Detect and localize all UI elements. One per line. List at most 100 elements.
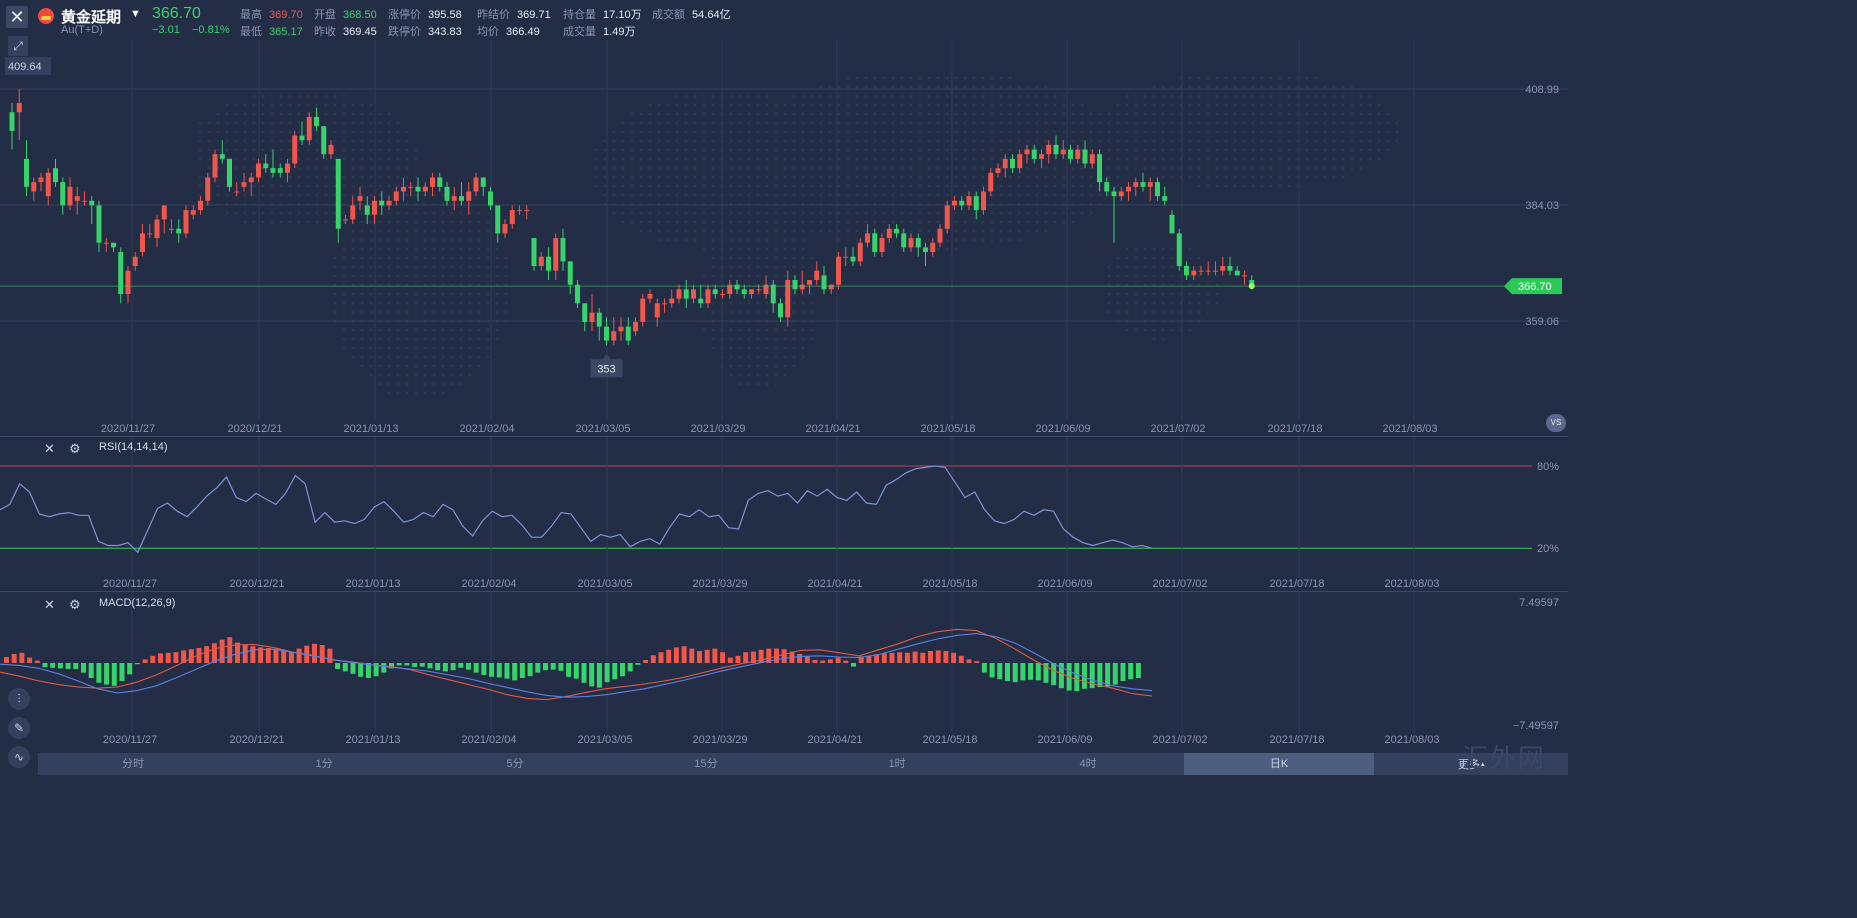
candle-body — [1053, 144, 1059, 155]
macd-bar — [620, 663, 625, 677]
candle-body — [836, 256, 841, 285]
candle-body — [1249, 280, 1255, 285]
timeframe-分时[interactable]: 分时 — [122, 758, 144, 770]
macd-bar — [750, 651, 756, 663]
candle-body — [241, 182, 247, 187]
macd-bar — [335, 663, 341, 669]
macd-bar — [265, 648, 271, 663]
macd-bar — [935, 650, 941, 663]
macd-bar — [766, 648, 772, 663]
macd-bar — [242, 644, 248, 663]
timeframe-1分[interactable]: 1分 — [315, 758, 333, 770]
macd-bar — [96, 663, 102, 683]
macd-bar — [820, 660, 826, 663]
macd-bar — [1058, 663, 1064, 689]
macd-bar — [281, 650, 287, 663]
rsi-lines — [0, 465, 1153, 554]
macd-bar — [412, 663, 418, 668]
date-label: 2021/07/02 — [1150, 423, 1205, 435]
indicator-icon[interactable]: ∿ — [8, 746, 30, 768]
panel-divider[interactable] — [0, 436, 1568, 437]
symbol-dropdown-icon[interactable]: ▼ — [130, 8, 141, 20]
close-rsi-icon[interactable]: ✕ — [44, 441, 55, 456]
timeframe-4时[interactable]: 4时 — [1079, 758, 1097, 770]
price-tick-label: 408.99 — [1525, 84, 1559, 96]
panel-divider[interactable] — [0, 591, 1568, 592]
macd-bar — [81, 663, 86, 673]
macd-bar — [981, 663, 987, 673]
macd-bar — [966, 659, 972, 663]
expand-icon[interactable]: ⤢ — [8, 36, 28, 56]
candle-body — [792, 280, 798, 290]
macd-bar — [435, 663, 441, 671]
macd-bar — [258, 647, 264, 663]
timeframe-5分[interactable]: 5分 — [506, 758, 524, 770]
rsi-panel[interactable]: 80%20% 2020/11/27 2020/12/21 2021/01/13 202… — [0, 437, 1568, 591]
timeframe-15分[interactable]: 15分 — [694, 758, 718, 770]
candle-body — [1075, 149, 1081, 159]
candle-body — [118, 252, 124, 294]
macd-bar — [250, 646, 256, 663]
candle-body — [654, 303, 660, 318]
candle-body — [321, 126, 327, 155]
candle-body — [799, 284, 805, 290]
candlestick-chart[interactable]: 408.99 384.03 359.06 409.64 366.70 353 2020/1… — [0, 40, 1568, 436]
candle-body — [67, 186, 73, 206]
settings-macd-icon[interactable]: ⚙ — [69, 597, 81, 612]
date-label: 2021/01/13 — [345, 734, 400, 746]
candle-body — [169, 228, 174, 230]
macd-bar — [666, 649, 672, 663]
candle-body — [857, 242, 863, 262]
candle-body — [959, 200, 965, 206]
candle-body — [567, 261, 573, 285]
candle-body — [480, 177, 486, 187]
macd-bar — [643, 660, 649, 663]
symbol-name[interactable]: 黄金延期 — [61, 9, 122, 26]
candle-body — [1126, 186, 1131, 192]
macd-bar — [1089, 663, 1095, 689]
candle-body — [437, 177, 443, 187]
macd-bar — [350, 663, 356, 674]
candle-style-icon[interactable]: ⫶ — [8, 688, 30, 710]
candle-body — [698, 298, 704, 304]
macd-bar — [874, 654, 880, 663]
candle-body — [9, 112, 15, 131]
candle-body — [466, 191, 472, 201]
price-tick-label: 384.03 — [1525, 200, 1559, 212]
macd-panel[interactable]: 7.49597 −7.49597 2020/11/27 2020/12/21 2021… — [0, 592, 1568, 752]
macd-bar — [1005, 663, 1010, 681]
macd-bar — [466, 663, 471, 670]
close-macd-icon[interactable]: ✕ — [44, 597, 55, 612]
candle-body — [292, 135, 298, 164]
macd-dea-line — [0, 633, 1153, 698]
macd-bar — [312, 643, 317, 663]
macd-bar — [1112, 663, 1118, 685]
more-button[interactable]: 更多▴ — [1458, 759, 1486, 771]
candle-body — [103, 242, 109, 244]
candle-body — [393, 191, 399, 201]
candle-body — [741, 289, 747, 294]
candle-body — [205, 177, 211, 201]
draw-pen-icon[interactable]: ✎ — [8, 717, 30, 739]
candle-body — [459, 196, 464, 201]
candle-body — [1097, 154, 1102, 183]
date-label: 2021/04/21 — [807, 578, 862, 590]
macd-bar — [858, 656, 864, 663]
timeframe-1时[interactable]: 1时 — [888, 758, 906, 770]
close-button[interactable]: ✕ — [6, 6, 28, 28]
candle-body — [770, 284, 776, 304]
candle-body — [1169, 214, 1175, 234]
candle-body — [915, 238, 921, 248]
compare-vs-button[interactable]: VS — [1546, 414, 1566, 432]
candle-body — [270, 168, 276, 173]
timeframe-日K[interactable]: 日K — [1184, 753, 1374, 775]
date-label: 2021/03/05 — [577, 578, 632, 590]
candle-body — [966, 196, 972, 206]
candle-body — [1068, 149, 1073, 159]
candle-body — [807, 280, 812, 285]
settings-rsi-icon[interactable]: ⚙ — [69, 441, 81, 456]
date-label: 2020/11/27 — [101, 423, 155, 435]
date-label: 2021/05/18 — [920, 423, 975, 435]
macd-bar — [851, 663, 856, 667]
macd-bar — [697, 651, 702, 663]
